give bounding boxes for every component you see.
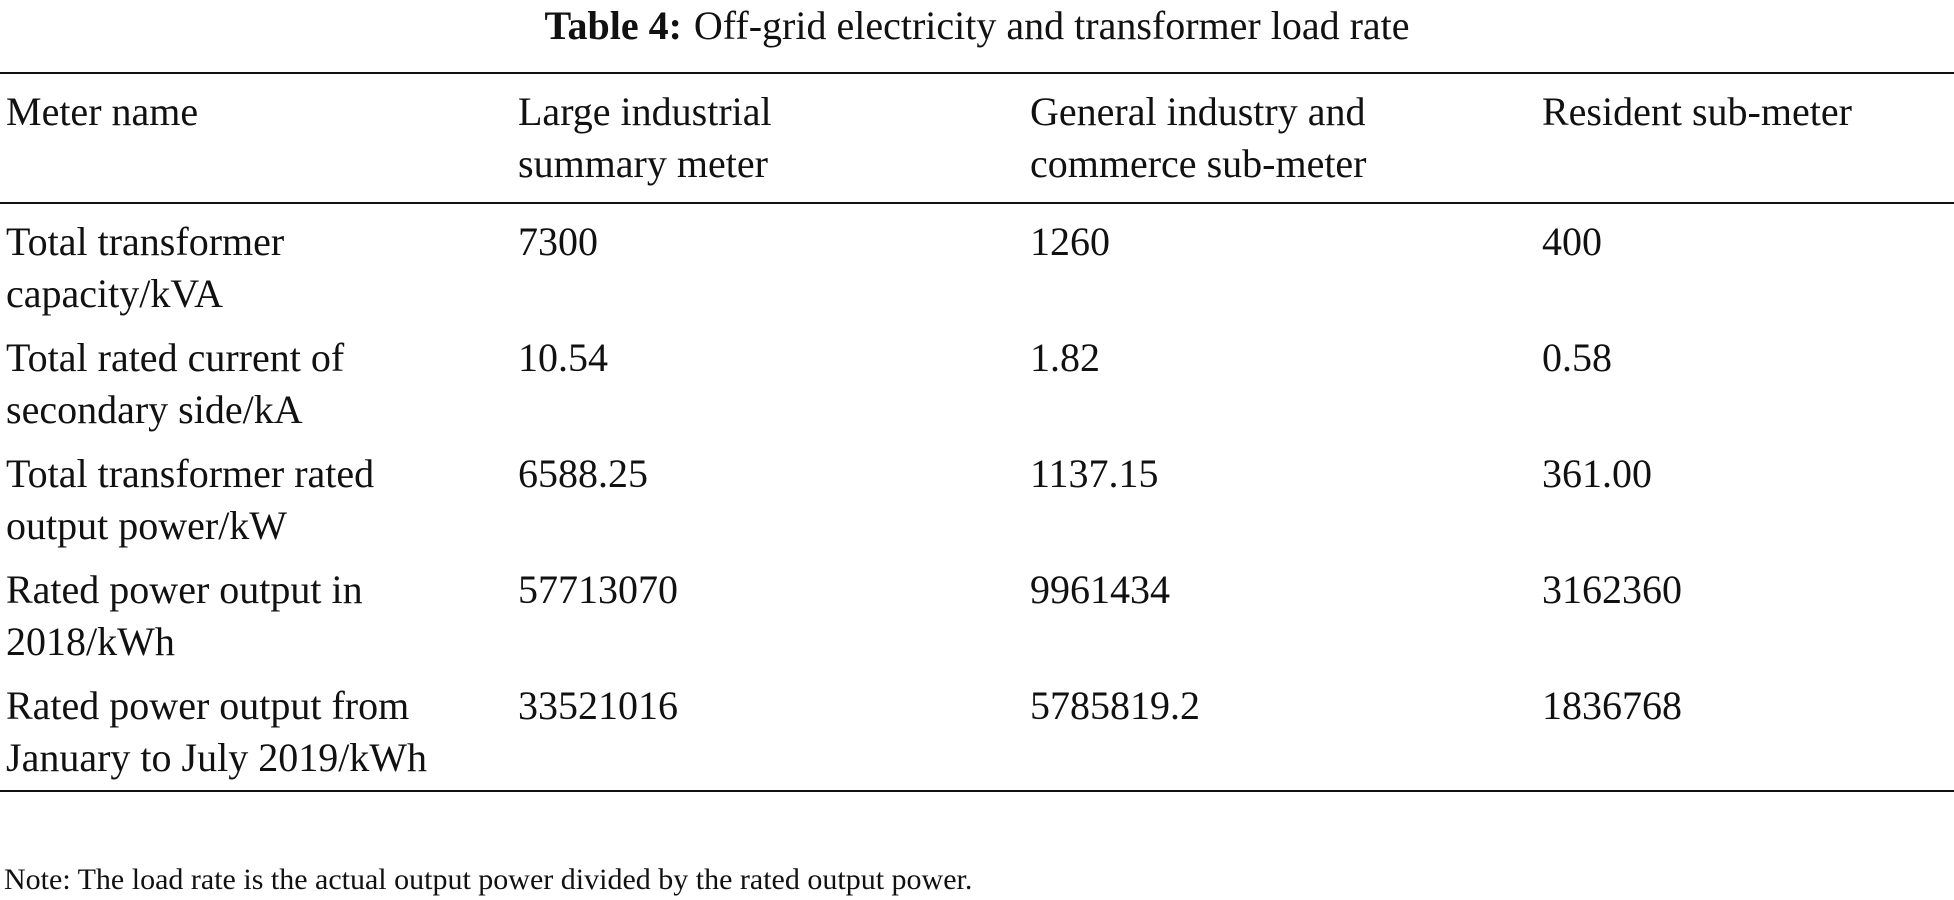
table-cell: 1260 (1030, 219, 1110, 264)
table-row: Rated power output in 2018/kWh 57713070 99… (0, 558, 1954, 674)
header-text: Meter name (6, 89, 199, 134)
header-row: Meter name Large industrial summary meter… (0, 73, 1954, 203)
header-text: Large industrial summary meter (518, 89, 772, 186)
table-cell: 57713070 (518, 567, 678, 612)
table-label: Table 4: (544, 3, 682, 48)
header-text: Resident sub-meter (1542, 89, 1852, 134)
table-cell: 10.54 (518, 335, 608, 380)
table-cell: 33521016 (518, 683, 678, 728)
row-label: Total transformer capacity/kVA (6, 219, 285, 316)
header-cell: Meter name (0, 73, 512, 203)
table-cell: 1836768 (1542, 683, 1682, 728)
header-cell: Large industrial summary meter (512, 73, 1024, 203)
table-cell: 0.58 (1542, 335, 1612, 380)
row-label: Rated power output from January to July … (6, 683, 428, 780)
table-row: Total transformer capacity/kVA 7300 1260 40… (0, 203, 1954, 326)
table-cell: 400 (1542, 219, 1602, 264)
header-cell: General industry and commerce sub-meter (1024, 73, 1536, 203)
table-cell: 6588.25 (518, 451, 648, 496)
header-text: General industry and commerce sub-meter (1030, 89, 1367, 186)
table-cell: 9961434 (1030, 567, 1170, 612)
table-cell: 7300 (518, 219, 598, 264)
table-note: Note: The load rate is the actual output… (4, 863, 973, 896)
table-cell: 1.82 (1030, 335, 1100, 380)
table-caption: Off-grid electricity and transformer loa… (693, 3, 1410, 48)
table-cell: 5785819.2 (1030, 683, 1200, 728)
row-label: Rated power output in 2018/kWh (6, 567, 363, 664)
table-row: Rated power output from January to July … (0, 674, 1954, 791)
table-row: Total rated current of secondary side/kA… (0, 326, 1954, 442)
table-cell: 361.00 (1542, 451, 1652, 496)
row-label: Total transformer rated output power/kW (6, 451, 375, 548)
table-title: Table 4: Off-grid electricity and transfo… (0, 0, 1954, 52)
row-label: Total rated current of secondary side/kA (6, 335, 345, 432)
table-head: Meter name Large industrial summary meter… (0, 73, 1954, 203)
table-cell: 1137.15 (1030, 451, 1159, 496)
table-cell: 3162360 (1542, 567, 1682, 612)
table-body: Total transformer capacity/kVA 7300 1260 40… (0, 203, 1954, 791)
data-table: Meter name Large industrial summary meter… (0, 72, 1954, 792)
header-cell: Resident sub-meter (1536, 73, 1954, 203)
table-row: Total transformer rated output power/kW 6… (0, 442, 1954, 558)
